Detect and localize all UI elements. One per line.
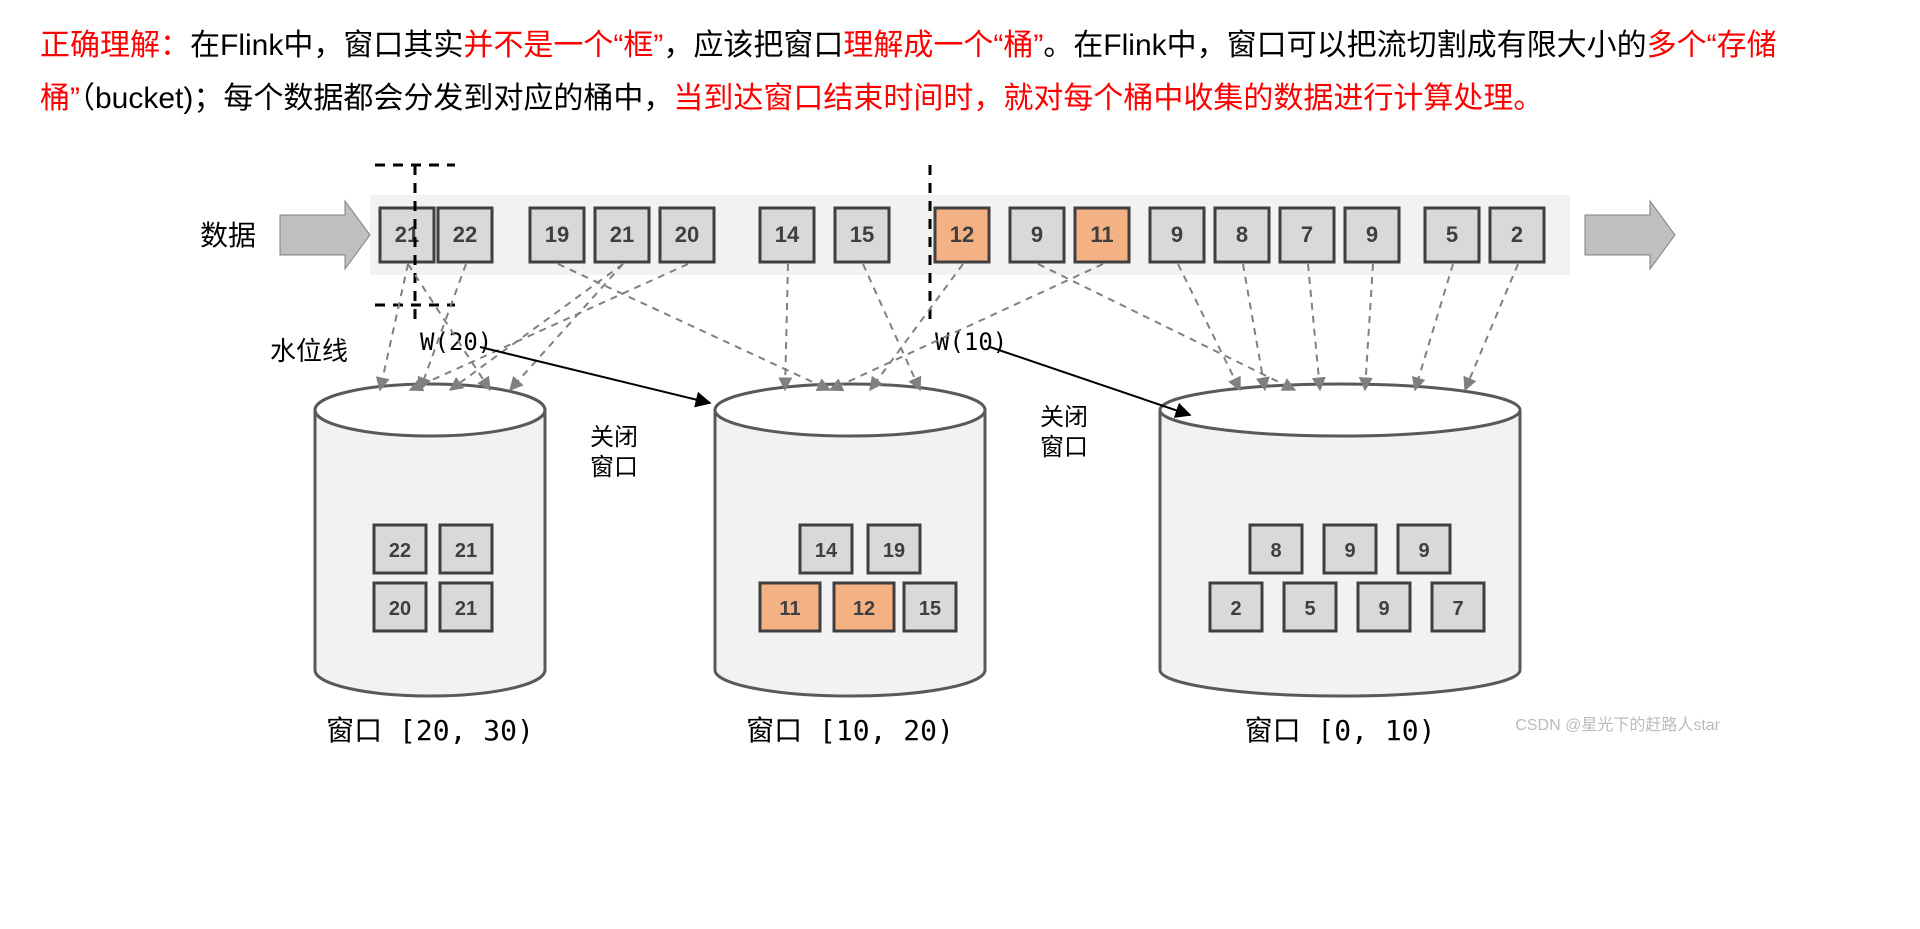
- arrow-in-icon: [280, 201, 370, 269]
- stream-box-value: 21: [610, 222, 634, 247]
- dashed-arrow: [1178, 264, 1240, 390]
- stream-box-value: 19: [545, 222, 569, 247]
- text-6: 。在Flink中，窗口可以把流切割成有限大小的: [1043, 29, 1646, 62]
- dashed-arrow: [450, 264, 623, 390]
- dashed-arrow: [1465, 264, 1518, 390]
- text-8: （bucket)；每个数据都会分发到对应的桶中，: [80, 82, 673, 115]
- close-arrow: [990, 347, 1190, 415]
- text-red-5: 理解成一个“桶”: [843, 29, 1043, 62]
- dashed-arrow: [1365, 264, 1373, 390]
- bucket-item-value: 5: [1304, 598, 1315, 620]
- dashed-arrow: [863, 264, 920, 390]
- bucket-item-value: 14: [815, 540, 838, 562]
- bucket-body: [315, 410, 545, 696]
- stream-box-value: 5: [1446, 222, 1458, 247]
- label-watermark: 水位线: [270, 336, 348, 366]
- stream-box-value: 14: [775, 222, 800, 247]
- stream-box-value: 11: [1090, 222, 1113, 247]
- bucket-item-value: 9: [1378, 598, 1389, 620]
- dashed-arrow: [420, 264, 466, 390]
- dashed-arrow: [380, 264, 408, 390]
- stream-box-value: 2: [1511, 222, 1523, 247]
- dashed-arrow: [870, 264, 963, 390]
- bucket-item-value: 11: [779, 598, 800, 620]
- bucket-item-value: 2: [1230, 598, 1241, 620]
- explanation-paragraph: 正确理解：在Flink中，窗口其实并不是一个“框”，应该把窗口理解成一个“桶”。…: [0, 0, 1920, 135]
- dashed-arrow: [410, 264, 688, 390]
- dashed-arrow: [1243, 264, 1265, 390]
- close-window-label: 窗口: [1040, 434, 1088, 461]
- stream-box-value: 15: [850, 222, 874, 247]
- stream-box-value: 7: [1301, 222, 1313, 247]
- arrow-out-icon: [1585, 201, 1675, 269]
- bucket-item-value: 19: [883, 540, 905, 562]
- text-red-3: 并不是一个“框”: [463, 29, 663, 62]
- stream-box-value: 20: [675, 222, 699, 247]
- bucket-diagram: 数据2122192120141512911987952W(20)W(10)水位线…: [0, 135, 1920, 895]
- watermark-w20: W(20): [420, 328, 492, 356]
- bucket-top: [315, 384, 545, 436]
- dashed-arrow: [1308, 264, 1320, 390]
- bucket-item-value: 20: [389, 598, 411, 620]
- dashed-arrow: [1038, 264, 1295, 390]
- bucket-item-value: 22: [389, 540, 411, 562]
- bucket-item-value: 21: [455, 540, 477, 562]
- text-red-1: 正确理解：: [40, 29, 190, 62]
- bucket-top: [1160, 384, 1520, 436]
- close-window-label: 关闭: [590, 424, 638, 451]
- stream-box-value: 22: [453, 222, 477, 247]
- bucket-item-value: 15: [919, 598, 941, 620]
- label-data: 数据: [200, 220, 256, 251]
- watermark-w10: W(10): [935, 328, 1007, 356]
- stream-box-value: 9: [1031, 222, 1043, 247]
- bucket-item-value: 9: [1418, 540, 1429, 562]
- bucket-item-value: 8: [1270, 540, 1281, 562]
- bucket-item-value: 7: [1452, 598, 1463, 620]
- text-red-9: 当到达窗口结束时间时，就对每个桶中收集的数据进行计算处理。: [673, 82, 1543, 115]
- dashed-arrow: [408, 264, 490, 390]
- csdn-watermark: CSDN @星光下的赶路人star: [1515, 716, 1720, 734]
- stream-box-value: 9: [1171, 222, 1183, 247]
- text-2: 在Flink中，窗口其实: [190, 29, 463, 62]
- bucket-item-value: 21: [455, 598, 477, 620]
- close-window-label: 窗口: [590, 454, 638, 481]
- text-4: ，应该把窗口: [663, 29, 843, 62]
- bucket-label: 窗口 [20, 30): [326, 714, 534, 747]
- dashed-arrow: [558, 264, 830, 390]
- stream-box-value: 8: [1236, 222, 1248, 247]
- close-window-label: 关闭: [1040, 404, 1088, 431]
- bucket-item-value: 9: [1344, 540, 1355, 562]
- dashed-arrow: [510, 264, 623, 390]
- bucket-item-value: 12: [853, 598, 875, 620]
- dashed-arrow: [1415, 264, 1453, 390]
- bucket-label: 窗口 [10, 20): [746, 714, 954, 747]
- bucket-top: [715, 384, 985, 436]
- stream-box-value: 9: [1366, 222, 1378, 247]
- bucket-label: 窗口 [0, 10): [1245, 714, 1436, 747]
- stream-box-value: 12: [950, 222, 974, 247]
